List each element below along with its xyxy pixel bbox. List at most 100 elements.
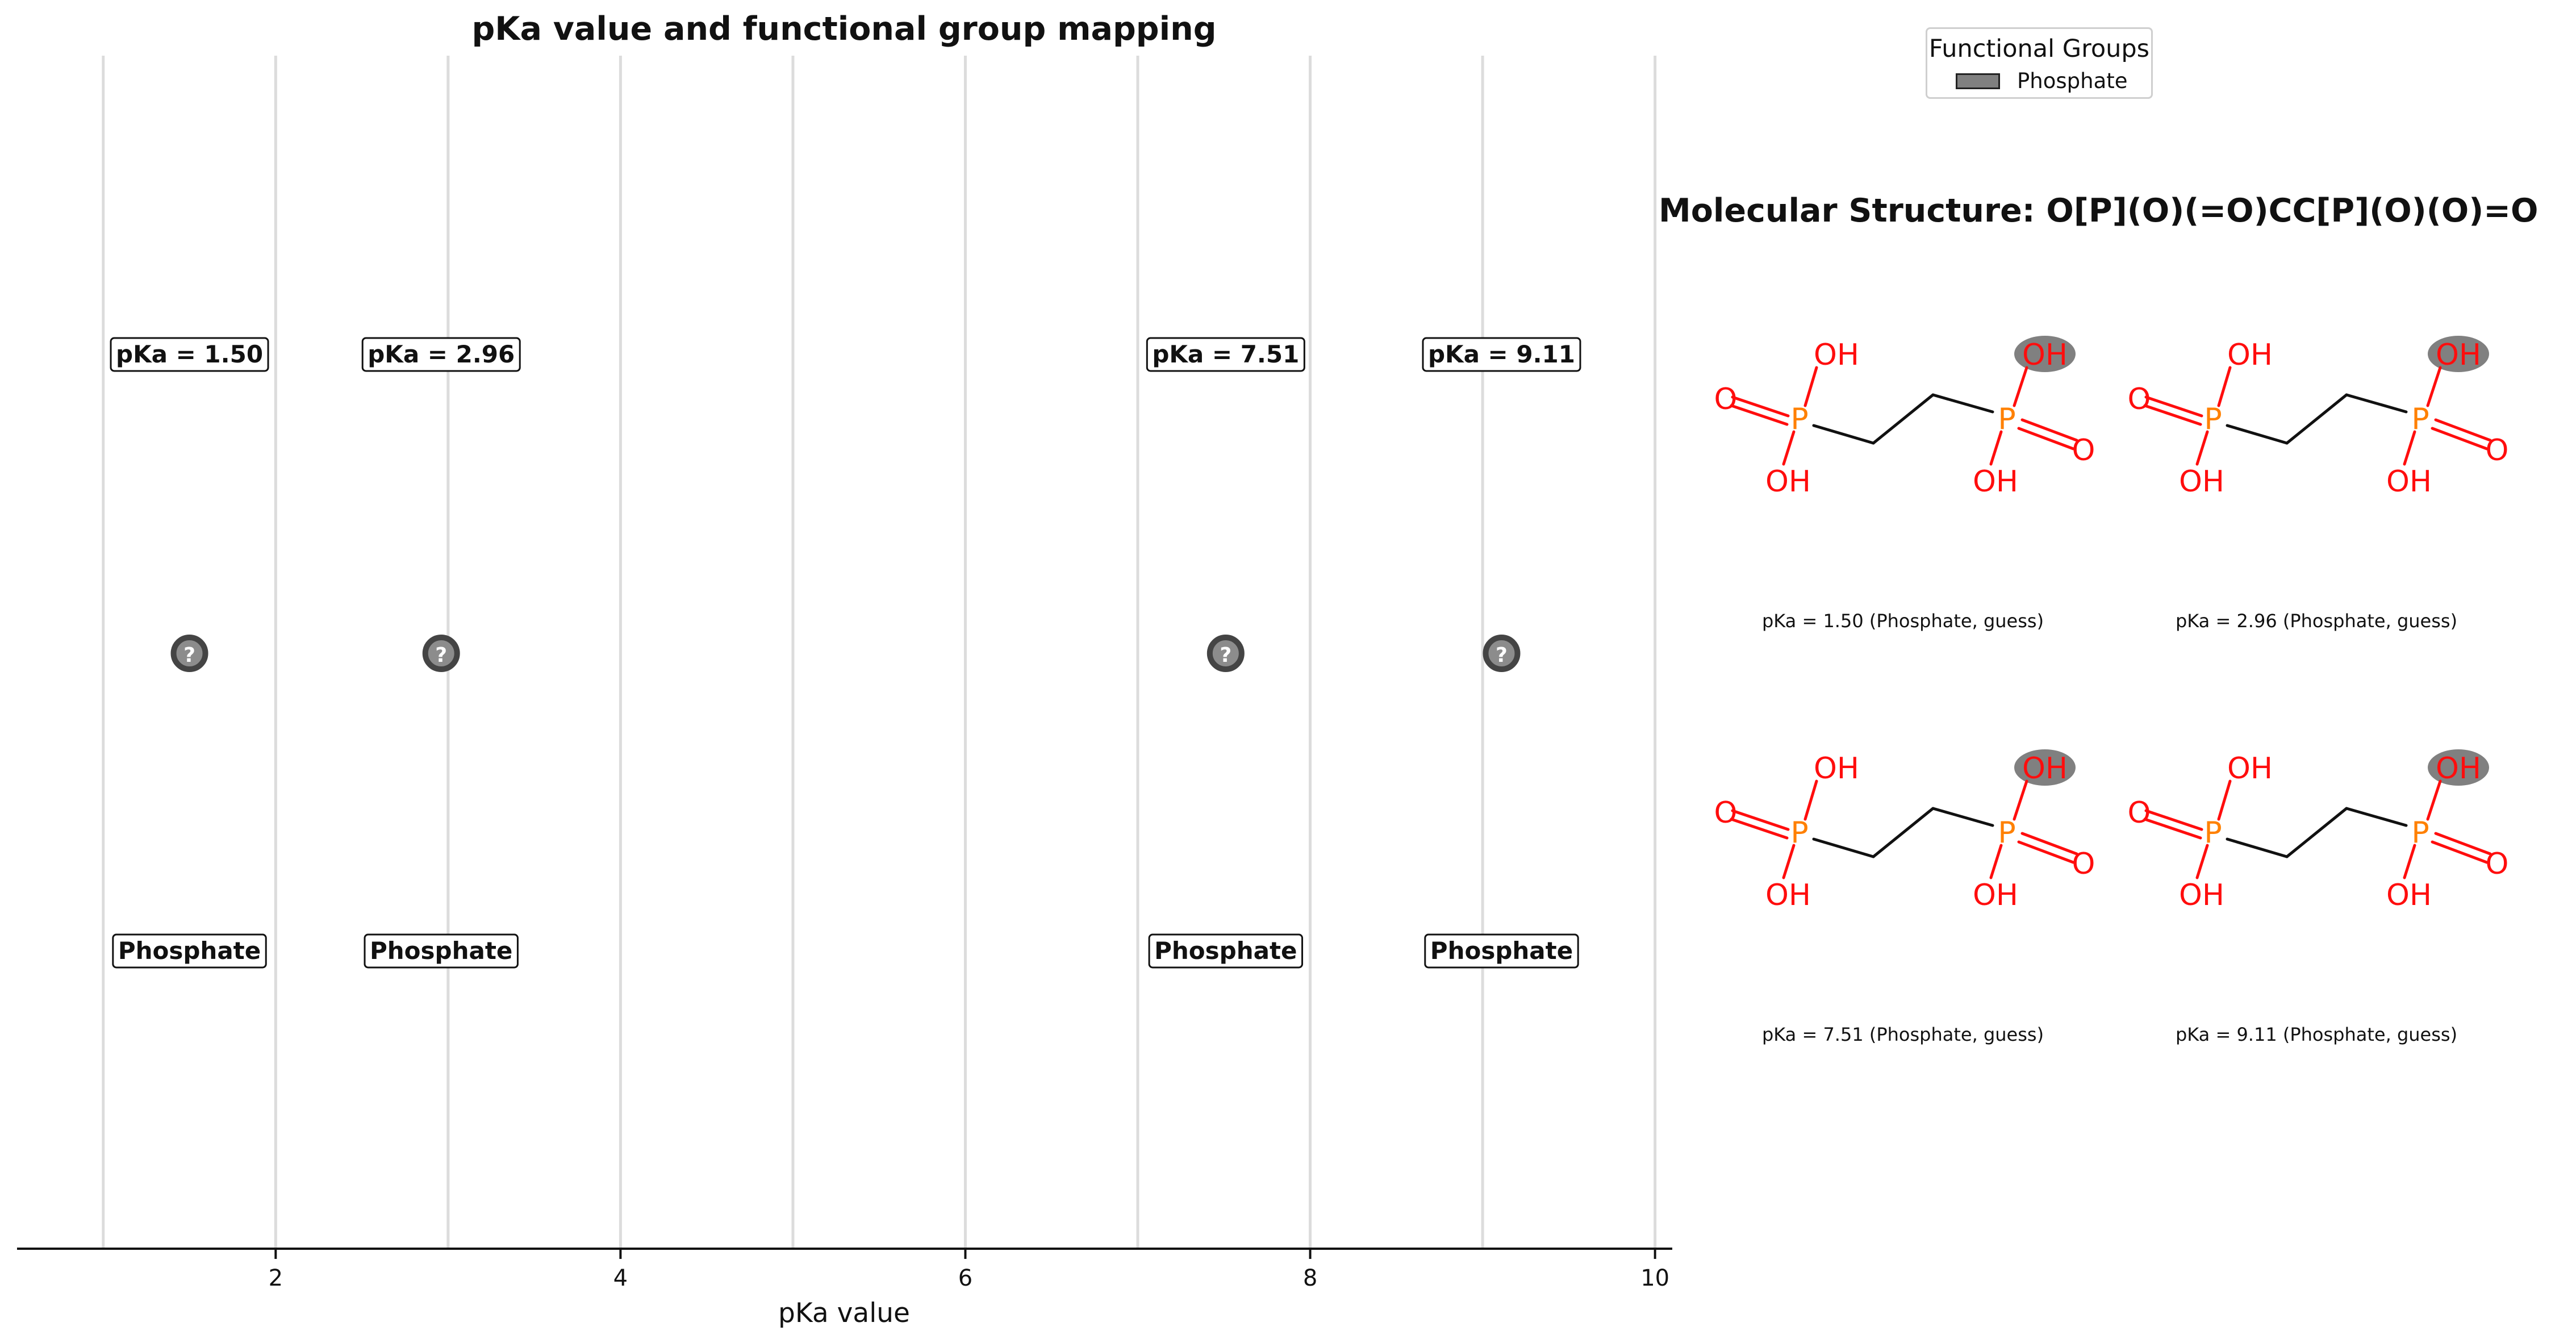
data-point-label: ?: [1496, 644, 1508, 667]
atom-label-oh: OH: [2022, 338, 2068, 372]
legend-label-phosphate: Phosphate: [2017, 69, 2128, 93]
data-point: [422, 635, 460, 672]
highlight-oh-ellipse: [2014, 336, 2076, 372]
group-label-box: Phosphate: [1424, 933, 1579, 969]
atom-label-oh: OH: [2022, 752, 2068, 786]
bond: [2345, 807, 2408, 827]
pka-label-box: pKa = 1.50: [110, 337, 269, 372]
bond: [2285, 807, 2348, 858]
group-label-frame: [112, 933, 267, 969]
data-point-label: ?: [1220, 644, 1231, 667]
atom-label-oh: OH: [2227, 752, 2273, 786]
group-label-frame: [1148, 933, 1304, 969]
data-marks: pKa = 1.50? Phosphate pKa = 2.96? Phosphate…: [110, 337, 1581, 969]
atom-label-oh: OH: [1973, 878, 2018, 912]
atom-label-p: P: [2204, 816, 2222, 850]
bond: [2226, 837, 2289, 858]
atom-label-o: O: [2072, 847, 2095, 881]
highlight-oh-ellipse: [2014, 749, 2076, 786]
pka-label-box: pKa = 9.11: [1422, 337, 1581, 372]
x-tick-label: 2: [269, 1265, 283, 1291]
molecule-caption: pKa = 2.96 (Phosphate, guess): [2176, 610, 2457, 632]
atom-label-o: O: [2072, 433, 2095, 468]
bond: [1989, 430, 2003, 466]
group-label-frame: [1424, 933, 1579, 969]
bond: [2431, 427, 2489, 451]
bond: [1731, 809, 1790, 831]
highlight-oh-ellipse: [2428, 749, 2489, 786]
bond: [1782, 844, 1796, 879]
x-tick-label: 8: [1303, 1265, 1317, 1291]
legend-swatch-phosphate: [1956, 73, 2000, 89]
bond: [2143, 818, 2202, 840]
pka-label-frame: [1146, 337, 1305, 372]
atom-label-oh: OH: [2386, 465, 2432, 499]
pka-label: pKa = 9.11: [1428, 340, 1575, 368]
atom-label-o: O: [2486, 847, 2509, 881]
bond: [1872, 807, 1935, 858]
atom-label-oh: OH: [1765, 465, 1811, 499]
bond: [2195, 844, 2209, 879]
legend-title: Functional Groups: [1928, 35, 2150, 63]
bond: [1812, 424, 1875, 445]
data-point: [1483, 635, 1521, 672]
x-axis: 2 4 6 8 10: [17, 1248, 1672, 1291]
bond: [2403, 844, 2416, 879]
atom-label-oh: OH: [1973, 465, 2018, 499]
bond: [2017, 427, 2075, 451]
bond: [1872, 393, 1935, 445]
pka-label-frame: [361, 337, 521, 372]
chart-title: pKa value and functional group mapping: [472, 10, 1217, 48]
atom-label-oh: OH: [1765, 878, 1811, 912]
bond: [1803, 779, 1818, 821]
data-point-label: ?: [183, 644, 195, 667]
bond: [1731, 395, 1790, 418]
pka-label-frame: [110, 337, 269, 372]
molecule-title: Molecular Structure: O[P](O)(=O)CC[P](O)…: [1659, 192, 2539, 230]
pka-label-frame: [1422, 337, 1581, 372]
atom-label-oh: OH: [2386, 878, 2432, 912]
highlight-oh-ellipse: [2428, 336, 2489, 372]
bond: [2285, 393, 2348, 445]
atom-label-oh: OH: [1814, 338, 1859, 372]
bond: [2020, 418, 2078, 442]
bond: [1931, 807, 1994, 827]
data-point: [1206, 635, 1245, 672]
bond: [2144, 809, 2203, 831]
bond: [1730, 404, 1789, 426]
bond: [2226, 424, 2289, 445]
data-point: [170, 635, 208, 672]
grid-lines: [102, 56, 1657, 1249]
molecule-caption: pKa = 7.51 (Phosphate, guess): [1762, 1024, 2044, 1045]
bond: [2403, 430, 2416, 466]
atom-label-oh: OH: [2179, 465, 2224, 499]
atom-label-p: P: [2204, 402, 2222, 436]
group-label: Phosphate: [118, 937, 261, 965]
bond: [1989, 844, 2003, 879]
bond: [2434, 418, 2492, 442]
pka-label: pKa = 2.96: [368, 340, 515, 368]
atom-label-p: P: [2411, 816, 2429, 850]
legend: Functional Groups Phosphate: [1926, 27, 2153, 99]
atom-label-p: P: [1998, 816, 2015, 850]
bond: [2426, 366, 2442, 407]
bond: [1730, 818, 1789, 840]
atom-label-o: O: [2128, 382, 2151, 416]
x-axis-label: pKa value: [778, 1298, 910, 1329]
pka-label-box: pKa = 7.51: [1146, 337, 1305, 372]
pka-label-box: pKa = 2.96: [361, 337, 521, 372]
group-label-box: Phosphate: [364, 933, 519, 969]
group-label: Phosphate: [1154, 937, 1297, 965]
bond: [1931, 393, 1994, 414]
x-tick-label: 4: [613, 1265, 628, 1291]
atom-label-o: O: [2486, 433, 2509, 468]
bond: [2195, 430, 2209, 466]
bond: [2013, 779, 2028, 821]
pka-label: pKa = 7.51: [1152, 340, 1299, 368]
atom-label-oh: OH: [2436, 752, 2481, 786]
